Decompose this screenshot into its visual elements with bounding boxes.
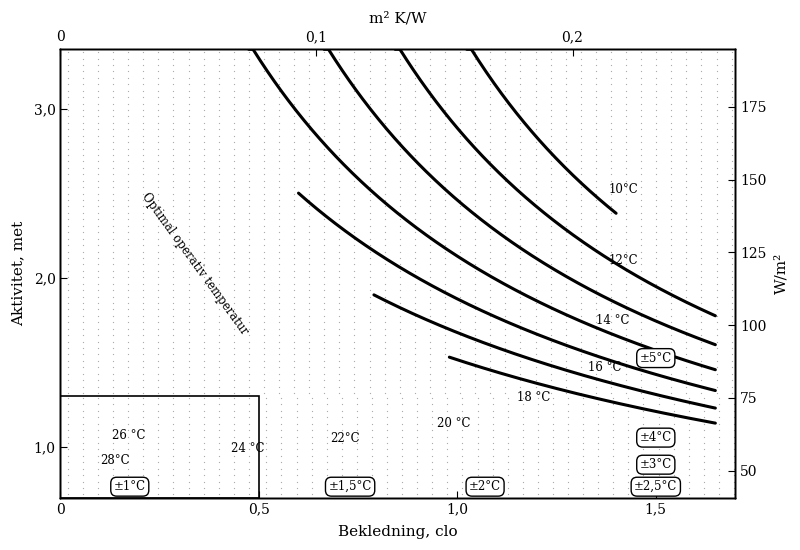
X-axis label: m² K/W: m² K/W (369, 11, 426, 25)
Text: 26 °C: 26 °C (112, 428, 146, 442)
Text: 24 °C: 24 °C (231, 442, 265, 455)
Text: 28°C: 28°C (100, 454, 130, 467)
Text: 16 °C: 16 °C (588, 361, 622, 374)
Text: ±2,5°C: ±2,5°C (634, 480, 678, 493)
Text: 14 °C: 14 °C (596, 314, 630, 327)
Text: ±1°C: ±1°C (114, 480, 146, 493)
Text: Optimal operativ temperatur: Optimal operativ temperatur (139, 191, 251, 338)
Text: 10°C: 10°C (608, 183, 638, 196)
X-axis label: Bekledning, clo: Bekledning, clo (338, 525, 458, 539)
Y-axis label: Aktivitet, met: Aktivitet, met (11, 221, 25, 326)
Text: 20 °C: 20 °C (438, 417, 471, 430)
Text: ±1,5°C: ±1,5°C (329, 480, 372, 493)
Text: ±2°C: ±2°C (469, 480, 501, 493)
Y-axis label: W/m²: W/m² (775, 253, 789, 294)
Text: 12°C: 12°C (608, 254, 638, 267)
Text: ±3°C: ±3°C (640, 458, 672, 471)
Text: 18 °C: 18 °C (517, 392, 550, 404)
Text: ±4°C: ±4°C (640, 431, 672, 444)
Text: 22°C: 22°C (330, 432, 360, 445)
Bar (60, 396, 259, 498)
Text: ±5°C: ±5°C (640, 351, 672, 365)
